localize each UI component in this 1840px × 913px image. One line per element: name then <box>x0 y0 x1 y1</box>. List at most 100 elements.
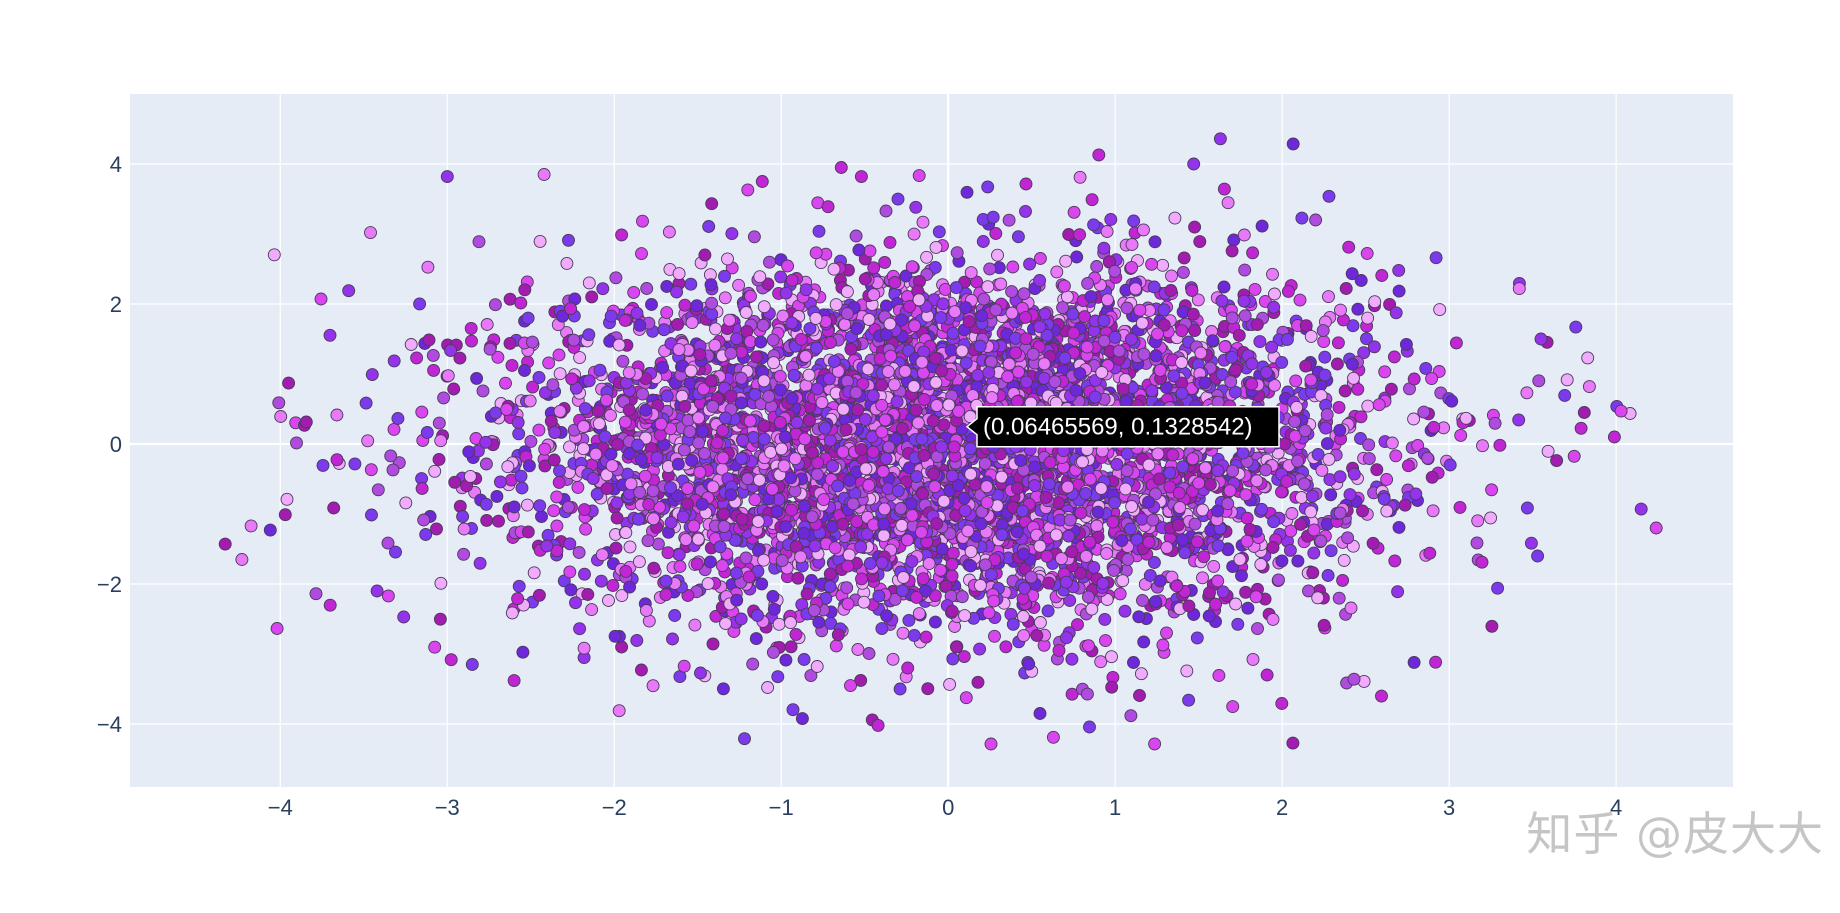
data-point <box>458 548 470 560</box>
data-point <box>830 640 842 652</box>
data-point <box>720 618 732 630</box>
data-point <box>1084 721 1096 733</box>
data-point <box>1489 417 1501 429</box>
data-point <box>1542 445 1554 457</box>
data-point <box>582 589 594 601</box>
data-point <box>489 299 501 311</box>
data-point <box>1034 617 1046 629</box>
data-point <box>1292 555 1304 567</box>
data-point <box>388 355 400 367</box>
data-point <box>801 588 813 600</box>
data-point <box>1287 737 1299 749</box>
data-point <box>1287 138 1299 150</box>
data-point <box>1367 537 1379 549</box>
data-point <box>922 683 934 695</box>
data-point <box>1325 545 1337 557</box>
data-point <box>1012 231 1024 243</box>
data-point <box>1332 337 1344 349</box>
data-point <box>716 560 728 572</box>
data-point <box>1138 224 1150 236</box>
data-point <box>616 229 628 241</box>
data-point <box>756 176 768 188</box>
data-point <box>908 228 920 240</box>
data-point <box>1080 550 1092 562</box>
data-point <box>1098 335 1110 347</box>
data-point <box>1079 311 1091 323</box>
data-point <box>864 245 876 257</box>
data-point <box>679 299 691 311</box>
data-point <box>745 290 757 302</box>
data-point <box>1430 656 1442 668</box>
data-point <box>1203 610 1215 622</box>
data-point <box>824 434 836 446</box>
data-point <box>1315 535 1327 547</box>
data-point <box>494 476 506 488</box>
data-point <box>1361 248 1373 260</box>
data-point <box>1169 212 1181 224</box>
data-point <box>1320 422 1332 434</box>
data-point <box>1486 620 1498 632</box>
data-point <box>579 403 591 415</box>
data-point <box>1348 372 1360 384</box>
data-point <box>523 460 535 472</box>
data-point <box>1318 336 1330 348</box>
data-point <box>826 521 838 533</box>
data-point <box>1477 440 1489 452</box>
data-point <box>1422 452 1434 464</box>
data-point <box>1247 653 1259 665</box>
data-point <box>908 629 920 641</box>
data-point <box>1296 492 1308 504</box>
data-point <box>1126 239 1138 251</box>
data-point <box>1291 401 1303 413</box>
data-point <box>429 641 441 653</box>
data-point <box>595 575 607 587</box>
data-point <box>1294 294 1306 306</box>
data-point <box>328 502 340 514</box>
data-point <box>586 604 598 616</box>
data-point <box>474 557 486 569</box>
data-point <box>855 541 867 553</box>
data-point <box>570 597 582 609</box>
data-point <box>1041 550 1053 562</box>
data-point <box>850 230 862 242</box>
data-point <box>958 651 970 663</box>
data-point <box>1251 319 1263 331</box>
data-point <box>398 611 410 623</box>
data-point <box>1388 351 1400 363</box>
data-point <box>1578 407 1590 419</box>
data-point <box>1146 385 1158 397</box>
data-point <box>1099 613 1111 625</box>
data-point <box>714 541 726 553</box>
data-point <box>607 580 619 592</box>
data-point <box>551 520 563 532</box>
data-point <box>1240 489 1252 501</box>
data-point <box>1325 489 1337 501</box>
data-point <box>1212 575 1224 587</box>
data-point <box>624 581 636 593</box>
data-point <box>707 638 719 650</box>
data-point <box>660 589 672 601</box>
data-point <box>747 658 759 670</box>
data-point <box>583 277 595 289</box>
data-point <box>431 523 443 535</box>
data-point <box>646 299 658 311</box>
data-point <box>642 535 654 547</box>
data-point <box>610 542 622 554</box>
data-point <box>1091 261 1103 273</box>
data-point <box>545 415 557 427</box>
data-point <box>484 343 496 355</box>
data-point <box>1034 253 1046 265</box>
data-point <box>594 364 606 376</box>
data-point <box>1217 586 1229 598</box>
data-point <box>749 494 761 506</box>
data-point <box>1216 295 1228 307</box>
data-point <box>372 484 384 496</box>
data-point <box>660 575 672 587</box>
data-point <box>1088 219 1100 231</box>
data-point <box>506 607 518 619</box>
data-point <box>1381 505 1393 517</box>
data-point <box>491 490 503 502</box>
data-point <box>611 497 623 509</box>
data-point <box>1227 701 1239 713</box>
data-point <box>616 641 628 653</box>
